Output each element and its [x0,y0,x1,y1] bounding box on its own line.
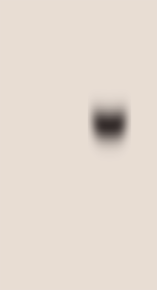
Text: 45.0: 45.0 [4,125,28,135]
Text: 14.4: 14.4 [4,267,28,277]
Text: 18.4: 18.4 [4,236,28,246]
Text: 66.2: 66.2 [4,77,28,86]
Text: 25.0: 25.0 [4,198,28,208]
Text: kDa: kDa [4,11,27,21]
Text: M: M [67,11,78,24]
Text: 116.0: 116.0 [4,7,34,17]
Text: 35.0: 35.0 [4,156,28,166]
